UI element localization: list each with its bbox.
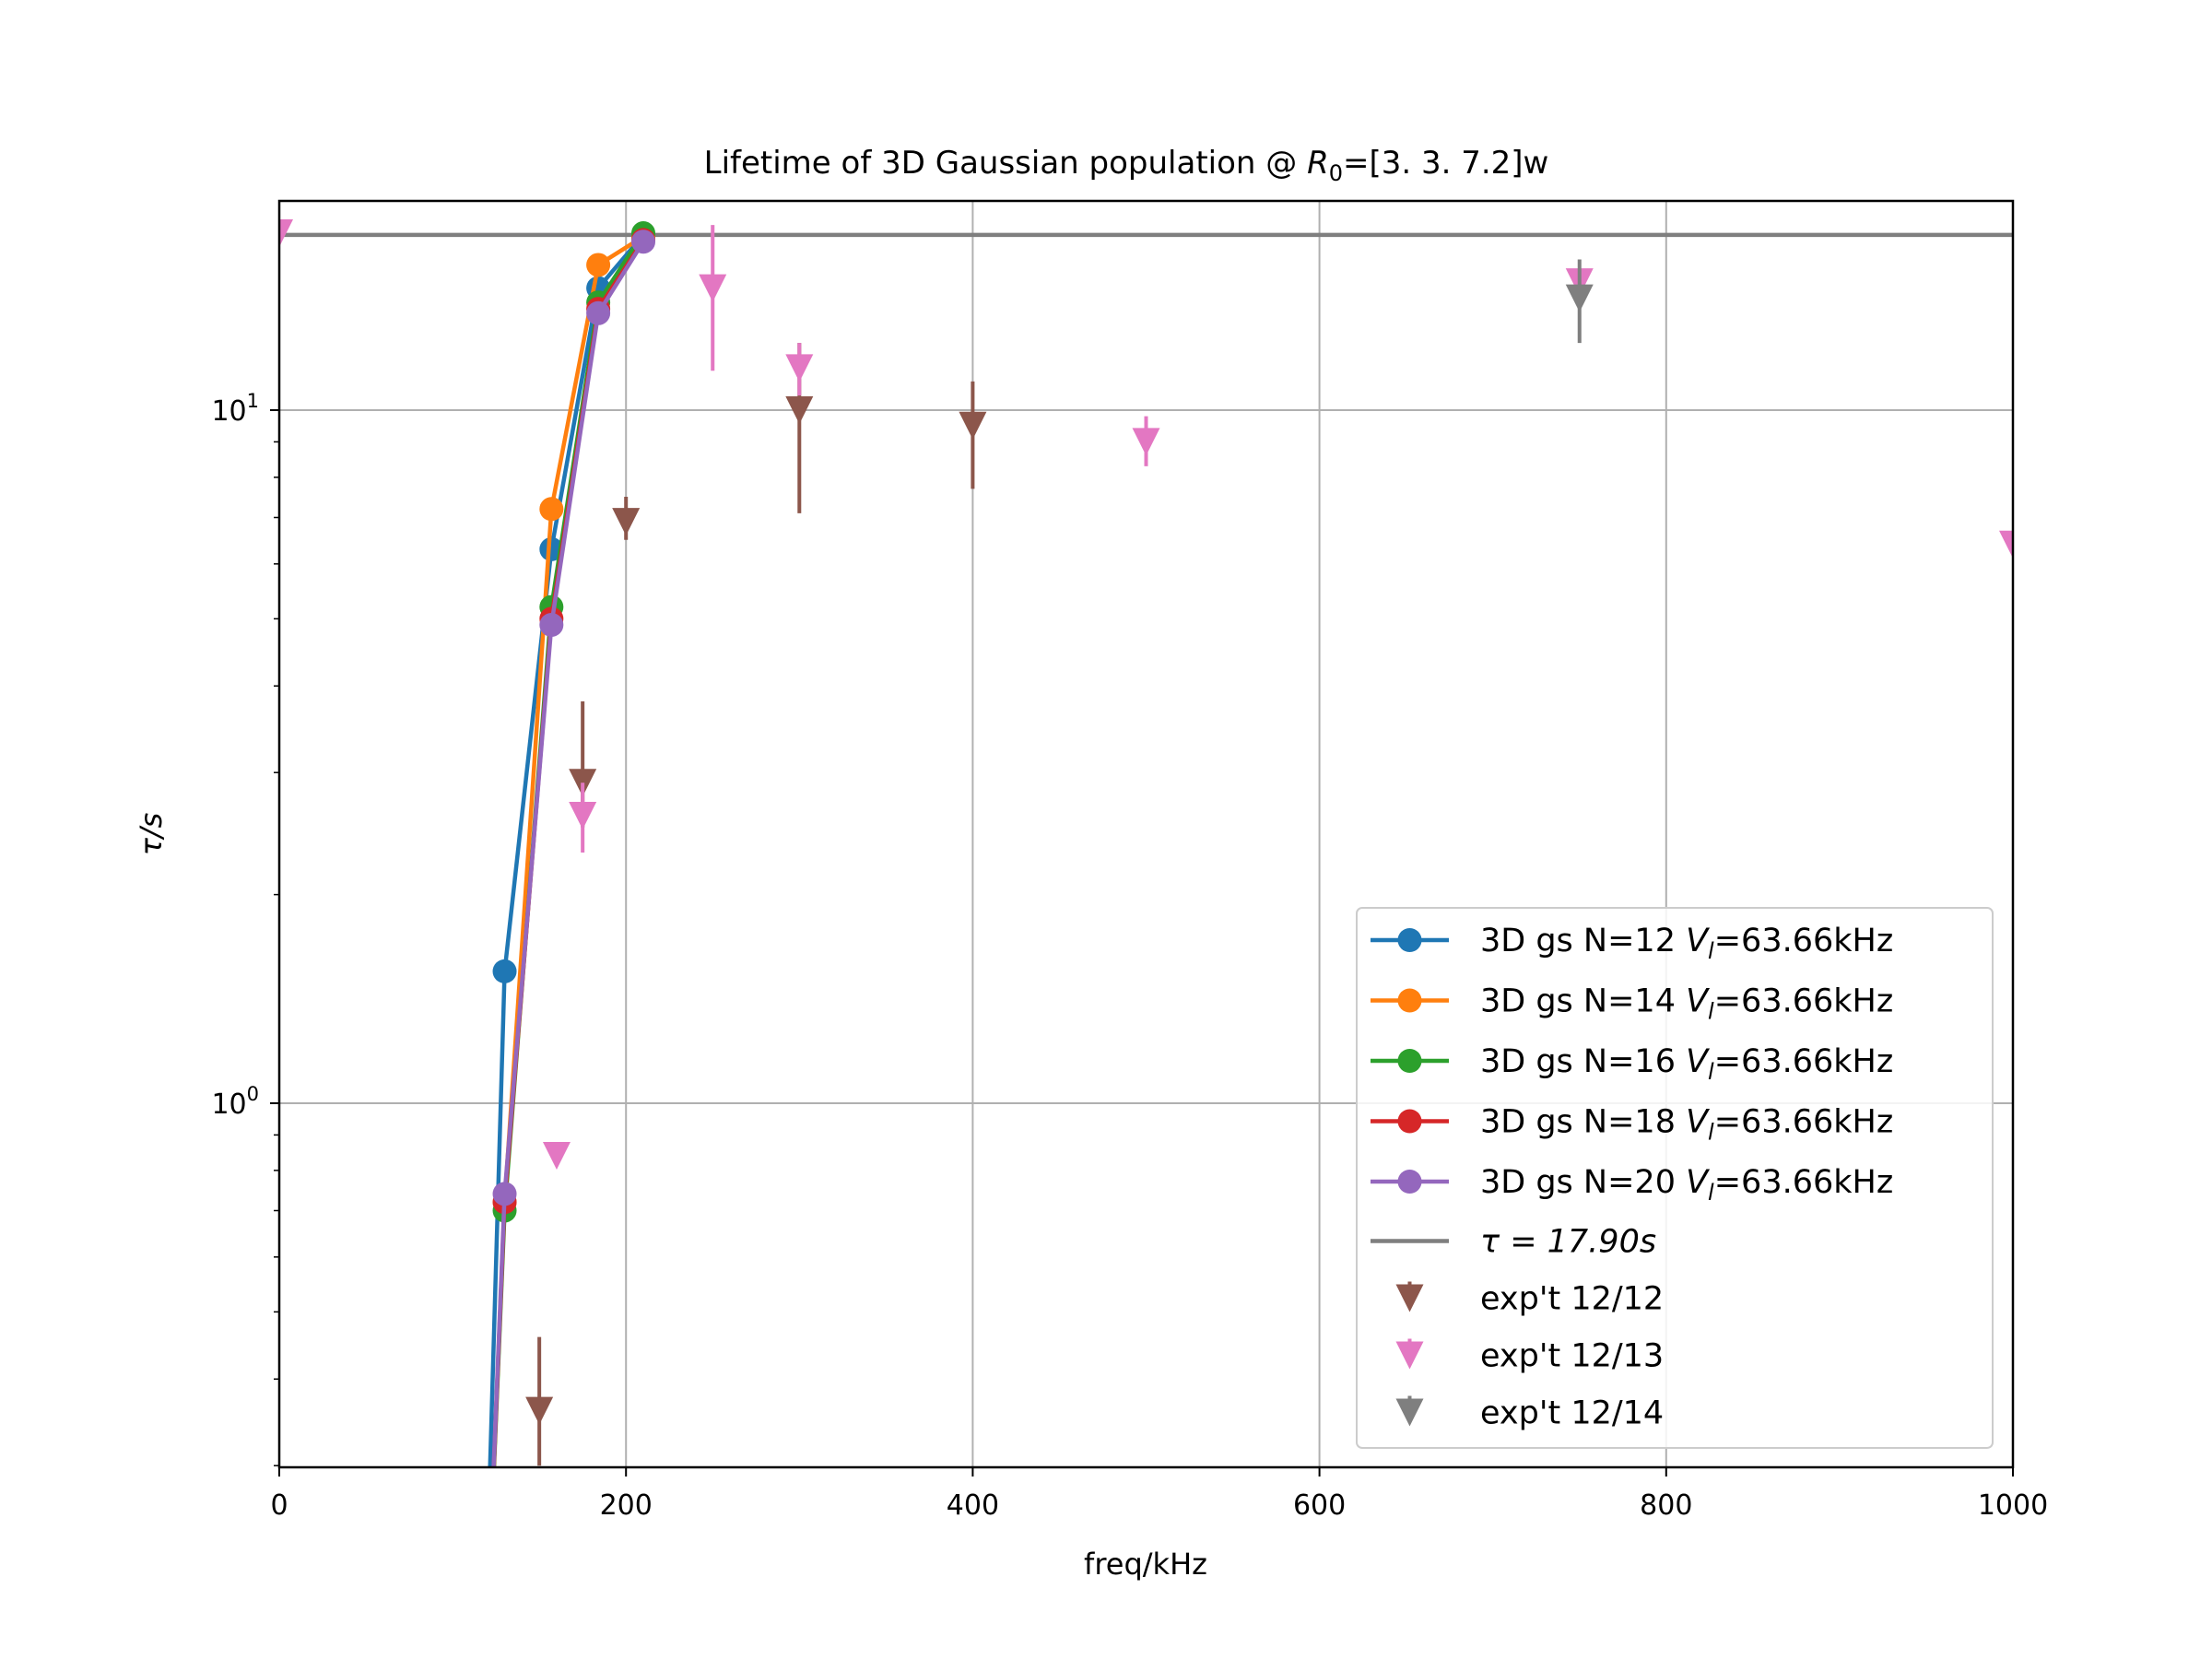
exp-0-marker	[525, 1396, 554, 1425]
exp-2-marker	[1565, 284, 1594, 312]
x-axis-label: freq/kHz	[1084, 1547, 1207, 1582]
experiment-layer	[279, 219, 2013, 1466]
x-axis: 0 200 400 600 800 1000	[270, 1467, 2048, 1522]
y-tick-label: 101	[211, 390, 259, 428]
y-tick-label: 100	[211, 1083, 259, 1121]
x-tick-label: 400	[947, 1489, 999, 1522]
legend-marker-exp-0	[1395, 1284, 1424, 1312]
legend-label-2: 3D gs N=16 Vl=63.66kHz	[1480, 1043, 1893, 1085]
legend-label-1: 3D gs N=14 Vl=63.66kHz	[1480, 983, 1893, 1025]
legend-marker-2	[1397, 1049, 1422, 1073]
legend-label-exp-2: exp't 12/14	[1480, 1395, 1664, 1432]
legend-label-4: 3D gs N=20 Vl=63.66kHz	[1480, 1164, 1893, 1206]
series-4-point	[492, 1182, 517, 1206]
y-axis: 100 101	[211, 390, 279, 1466]
series-1-point	[586, 253, 611, 277]
chart-title: Lifetime of 3D Gaussian population @ R0=…	[704, 145, 1549, 186]
x-tick-label: 0	[270, 1489, 288, 1522]
exp-1-marker	[279, 219, 293, 248]
x-tick-label: 800	[1640, 1489, 1692, 1522]
legend-marker-exp-1	[1395, 1341, 1424, 1370]
series-1-point	[539, 497, 564, 522]
exp-1-marker	[699, 274, 727, 302]
x-tick-label: 1000	[1978, 1489, 2048, 1522]
exp-1-marker	[542, 1141, 571, 1170]
legend-frame	[1356, 907, 1994, 1449]
exp-1-marker	[1132, 428, 1160, 456]
series-layer	[488, 221, 656, 1467]
plot-frame	[277, 199, 2015, 1469]
series-0-point	[492, 959, 517, 983]
legend-marker-0	[1397, 928, 1422, 952]
legend: 3D gs N=12 Vl=63.66kHz 3D gs N=14 Vl=63.6…	[1356, 907, 1994, 1449]
legend-marker-1	[1397, 988, 1422, 1013]
legend-marker-4	[1397, 1170, 1422, 1194]
legend-label-3: 3D gs N=18 Vl=63.66kHz	[1480, 1104, 1893, 1146]
exp-0-marker	[959, 411, 987, 440]
y-axis-label: τ/s	[134, 813, 169, 856]
legend-label-tau: τ = 17.90s	[1480, 1224, 1656, 1261]
exp-0-marker	[785, 396, 814, 424]
x-tick-label: 600	[1293, 1489, 1346, 1522]
series-4-point	[539, 612, 564, 637]
legend-marker-3	[1397, 1109, 1422, 1134]
exp-1-marker	[1999, 530, 2013, 559]
exp-1-marker	[785, 354, 814, 382]
x-tick-label: 200	[600, 1489, 653, 1522]
series-4-point	[631, 229, 656, 254]
exp-0-marker	[612, 508, 641, 536]
exp-1-marker	[569, 801, 597, 830]
series-4-point	[586, 300, 611, 325]
legend-label-0: 3D gs N=12 Vl=63.66kHz	[1480, 923, 1893, 964]
legend-label-exp-1: exp't 12/13	[1480, 1338, 1664, 1375]
legend-label-exp-0: exp't 12/12	[1480, 1281, 1664, 1318]
legend-marker-exp-2	[1395, 1398, 1424, 1427]
